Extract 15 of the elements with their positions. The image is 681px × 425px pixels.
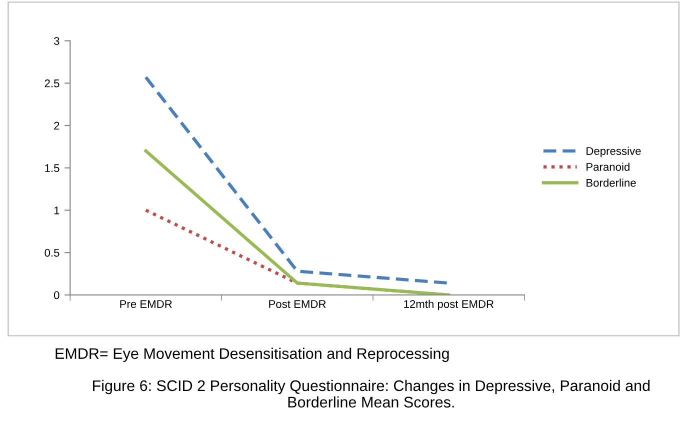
y-tick-label: 2.5 — [44, 79, 60, 88]
legend-label: Paranoid — [586, 162, 630, 171]
y-tick-label: 1.5 — [45, 164, 60, 172]
y-tick-label: 1 — [54, 206, 60, 214]
y-tick-label: 3 — [54, 37, 60, 45]
x-tick-label: 12mth post EMDR — [404, 300, 494, 310]
y-tick-label: 2 — [54, 122, 60, 130]
x-tick-label: Pre EMDR — [120, 300, 172, 308]
y-tick-label: 0 — [54, 291, 60, 300]
text: Figure 6: SCID 2 Personality Questionnaire: Changes in Depressive, Paranoid and Borderline Mean Scores. — [93, 380, 650, 408]
y-tick-label: 0.5 — [44, 248, 60, 257]
legend-label: Depressive — [586, 146, 641, 158]
x-tick-label: Post EMDR — [269, 300, 326, 308]
text: EMDR= Eye Movement Desensitisation and Reprocessing — [56, 348, 449, 362]
legend-label: Borderline — [586, 178, 636, 187]
